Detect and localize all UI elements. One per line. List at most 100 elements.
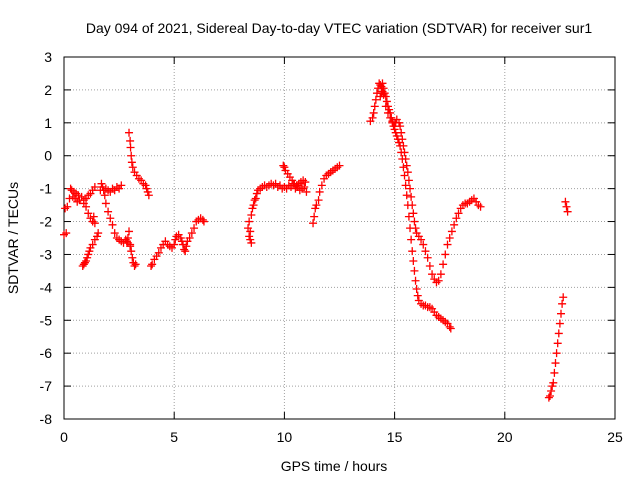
data-point xyxy=(63,202,72,211)
data-point xyxy=(198,215,207,224)
data-point xyxy=(441,250,450,259)
y-tick-label: 3 xyxy=(44,49,52,65)
data-point xyxy=(199,217,208,226)
data-point xyxy=(413,291,422,300)
x-tick-label: 5 xyxy=(170,429,178,445)
data-point xyxy=(104,207,113,216)
data-point xyxy=(562,202,571,211)
y-tick-label: -2 xyxy=(40,214,53,230)
data-point xyxy=(312,201,321,210)
data-point xyxy=(317,181,326,190)
data-point xyxy=(369,108,378,117)
y-tick-label: 1 xyxy=(44,115,52,131)
data-point xyxy=(125,128,134,137)
data-point xyxy=(401,155,410,164)
data-point xyxy=(379,90,388,99)
data-point xyxy=(545,391,554,400)
data-point xyxy=(396,122,405,131)
data-point xyxy=(310,212,319,221)
data-point xyxy=(249,201,258,210)
data-point xyxy=(90,219,99,228)
data-point xyxy=(378,79,387,88)
data-point xyxy=(100,191,109,200)
data-point xyxy=(410,217,419,226)
data-point xyxy=(106,214,115,223)
data-point xyxy=(108,220,117,229)
data-point xyxy=(447,227,456,236)
plot-frame xyxy=(63,56,616,420)
data-point xyxy=(148,260,157,269)
data-point xyxy=(90,182,99,191)
data-point xyxy=(127,158,136,167)
data-point xyxy=(553,339,562,348)
data-point xyxy=(399,141,408,150)
data-point xyxy=(154,248,163,257)
data-point xyxy=(559,293,568,302)
data-point xyxy=(401,181,410,190)
data-point xyxy=(117,181,126,190)
data-point xyxy=(412,285,421,294)
data-point xyxy=(371,95,380,104)
data-point xyxy=(409,209,418,218)
chart-title: Day 094 of 2021, Sidereal Day-to-day VTE… xyxy=(86,20,592,36)
data-point xyxy=(185,234,194,242)
data-point xyxy=(408,247,417,256)
data-point xyxy=(411,224,420,233)
data-point xyxy=(88,240,97,249)
grid-lines xyxy=(64,57,615,419)
data-point xyxy=(247,238,256,247)
data-point xyxy=(94,229,103,238)
x-tick-label: 20 xyxy=(497,429,513,445)
data-point xyxy=(128,163,137,172)
data-point xyxy=(127,247,136,256)
data-point xyxy=(130,261,139,270)
data-point xyxy=(301,178,310,187)
data-point xyxy=(423,253,432,262)
data-point xyxy=(84,209,93,218)
data-point xyxy=(476,202,485,211)
data-point xyxy=(403,168,412,177)
data-point xyxy=(407,192,416,201)
x-tick-label: 25 xyxy=(607,429,623,445)
data-point xyxy=(300,182,309,191)
data-point xyxy=(558,299,567,308)
data-point xyxy=(425,261,434,270)
x-tick-label: 10 xyxy=(277,429,293,445)
data-point xyxy=(397,128,406,137)
data-points xyxy=(60,79,572,402)
data-point xyxy=(187,229,196,238)
data-point xyxy=(398,135,407,144)
y-tick-label: -3 xyxy=(40,246,53,262)
x-axis-label: GPS time / hours xyxy=(281,458,388,474)
data-point xyxy=(247,210,256,219)
data-point xyxy=(82,202,91,211)
data-point xyxy=(561,197,570,206)
data-point xyxy=(400,148,409,157)
y-tick-label: -4 xyxy=(40,279,53,295)
data-point xyxy=(551,359,560,368)
data-point xyxy=(443,240,452,249)
data-point xyxy=(383,108,392,117)
data-point xyxy=(314,196,323,205)
data-point xyxy=(404,212,413,221)
data-point xyxy=(406,184,415,193)
data-point xyxy=(309,219,318,228)
data-point xyxy=(147,261,156,270)
data-point xyxy=(409,257,418,266)
data-point xyxy=(131,260,140,269)
y-tick-label: 0 xyxy=(44,148,52,164)
data-point xyxy=(408,201,417,210)
axis-ticks xyxy=(63,56,616,420)
data-point xyxy=(315,187,324,196)
y-tick-label: -6 xyxy=(40,345,53,361)
data-point xyxy=(446,324,455,333)
data-point xyxy=(411,276,420,285)
y-tick-label: 2 xyxy=(44,82,52,98)
data-point xyxy=(127,151,136,160)
y-axis-label: SDTVAR / TECUs xyxy=(5,182,21,294)
data-point xyxy=(555,319,564,328)
y-tick-labels: -8 -7 -6 -5 -4 -3 -2 -1 0 1 2 3 xyxy=(40,49,53,427)
data-point xyxy=(335,161,344,170)
data-point xyxy=(550,368,559,377)
data-point xyxy=(404,176,413,185)
